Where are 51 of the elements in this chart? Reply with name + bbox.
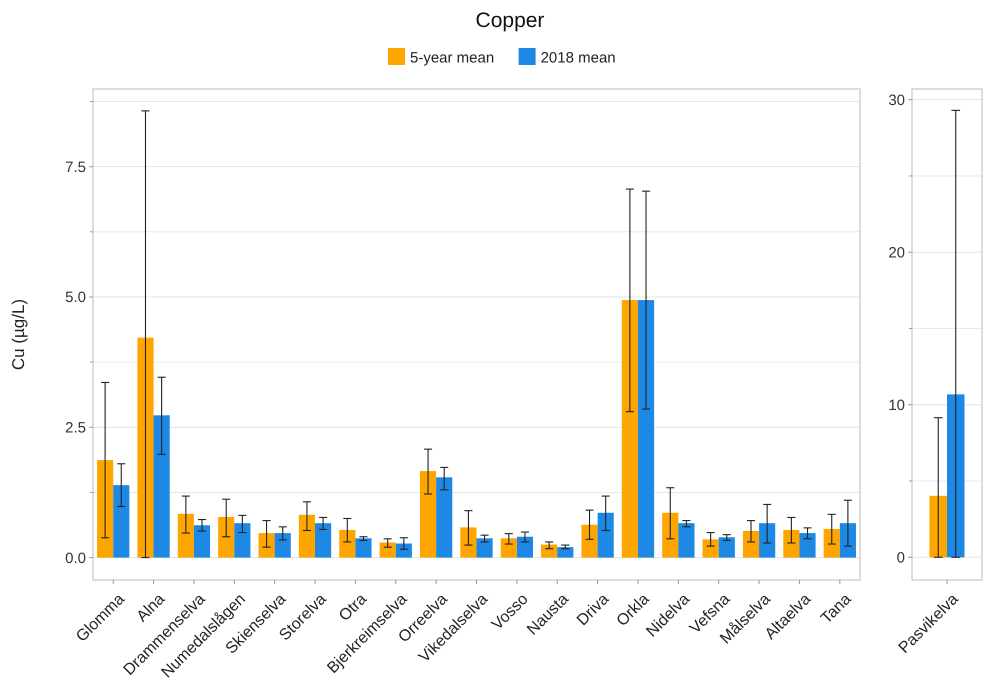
bar xyxy=(339,530,356,558)
bar xyxy=(824,528,840,558)
bar xyxy=(581,524,598,558)
bar xyxy=(355,538,372,558)
bar xyxy=(742,531,760,558)
bar xyxy=(380,542,396,558)
y-axis-title: Cu (µg/L) xyxy=(9,298,28,370)
bar xyxy=(274,533,291,558)
bar xyxy=(476,538,493,558)
legend-label: 2018 mean xyxy=(540,49,616,66)
y-tick-label: 7.5 xyxy=(65,158,86,176)
bar xyxy=(598,512,614,558)
bar xyxy=(678,523,694,558)
bar xyxy=(622,300,638,558)
bar xyxy=(97,460,114,558)
bar xyxy=(718,537,735,558)
bar xyxy=(113,485,130,558)
bar xyxy=(783,530,800,558)
x-tick-label: Tana xyxy=(818,590,855,628)
chart-title: Copper xyxy=(476,9,544,32)
y-tick-label: 5.0 xyxy=(65,289,86,306)
y-tick-label: 10 xyxy=(888,396,905,414)
bar xyxy=(137,338,154,558)
bar xyxy=(218,516,234,558)
y-tick-label: 0.0 xyxy=(65,550,86,567)
bar xyxy=(258,533,275,558)
bar xyxy=(460,527,476,558)
legend-label: 5-year mean xyxy=(410,49,494,66)
bar xyxy=(638,300,654,558)
y-tick-label: 20 xyxy=(888,244,905,262)
bar xyxy=(234,523,250,558)
y-tick-label: 30 xyxy=(888,92,905,109)
y-tick-label: 0 xyxy=(896,550,905,567)
bar xyxy=(436,477,452,558)
bar xyxy=(702,539,719,558)
bar xyxy=(759,523,776,558)
bar xyxy=(154,415,170,558)
bar xyxy=(420,471,436,558)
bar xyxy=(298,514,316,558)
bar xyxy=(840,523,856,558)
bar xyxy=(799,533,816,558)
bar xyxy=(500,538,517,558)
bar xyxy=(194,525,210,558)
y-tick-label: 2.5 xyxy=(65,420,86,437)
bar xyxy=(557,547,574,558)
bar xyxy=(396,544,412,558)
bar xyxy=(516,536,534,558)
bar xyxy=(662,512,678,558)
bar xyxy=(178,514,194,558)
bar xyxy=(541,544,558,558)
bar xyxy=(315,523,332,558)
